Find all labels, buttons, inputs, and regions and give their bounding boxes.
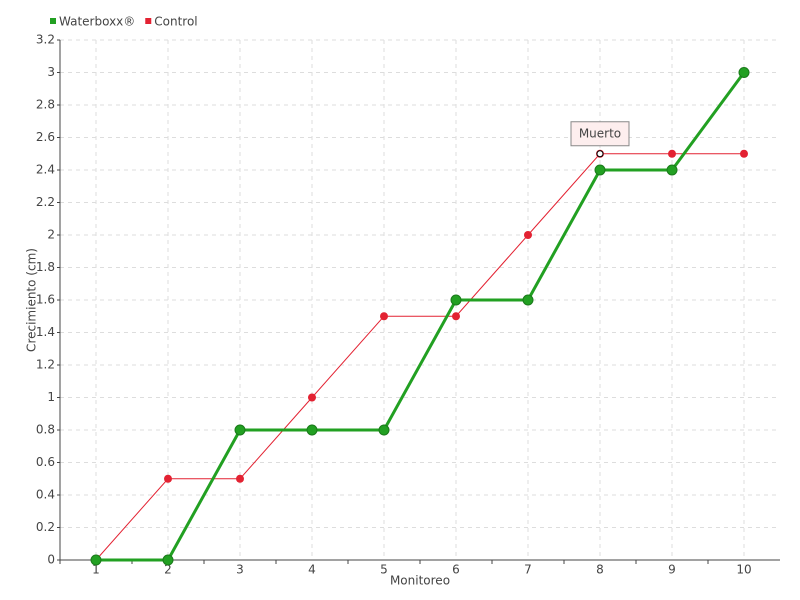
x-tick-label: 5	[380, 563, 388, 577]
x-tick-label: 8	[596, 563, 604, 577]
data-point	[380, 312, 388, 321]
data-point	[594, 164, 606, 176]
data-point	[738, 67, 750, 78]
y-tick-label: 0.2	[36, 520, 55, 534]
data-point	[90, 554, 102, 566]
annotation: Muerto	[579, 126, 621, 140]
y-tick-label: 2	[47, 228, 55, 242]
series-line	[96, 71, 746, 562]
legend-label: Control	[154, 15, 197, 29]
y-tick-label: 2.6	[36, 130, 55, 144]
data-point	[236, 474, 244, 483]
y-tick-label: 1	[47, 390, 55, 404]
annotation-point	[596, 150, 604, 158]
y-tick-label: 0.8	[36, 423, 55, 437]
y-tick-label: 3	[47, 65, 55, 79]
data-point	[522, 294, 534, 306]
x-tick-label: 2	[164, 563, 172, 577]
data-point	[308, 393, 316, 402]
legend-swatch	[145, 18, 152, 24]
data-point	[668, 149, 676, 158]
x-tick-label: 6	[452, 563, 460, 577]
data-point	[164, 474, 172, 483]
x-tick-label: 10	[736, 563, 751, 577]
data-point	[450, 294, 462, 306]
data-point	[452, 312, 460, 321]
x-axis-label: Monitoreo	[390, 574, 450, 588]
data-point	[666, 164, 678, 176]
y-tick-label: 1.2	[36, 358, 55, 372]
y-tick-label: 3.2	[36, 33, 55, 47]
legend-swatch	[50, 18, 56, 24]
y-tick-label: 0	[47, 553, 55, 567]
data-point	[234, 424, 246, 436]
x-tick-label: 4	[308, 563, 316, 577]
data-point	[306, 424, 318, 436]
y-tick-label: 2.4	[36, 163, 55, 177]
data-point	[524, 231, 532, 239]
data-point	[162, 554, 174, 566]
y-tick-label: 0.6	[36, 455, 55, 469]
series-line	[95, 153, 744, 561]
data-point	[740, 149, 748, 158]
x-tick-label: 7	[524, 563, 532, 577]
y-tick-label: 2.2	[36, 195, 55, 209]
annotation-box	[570, 121, 630, 147]
y-tick-label: 1.6	[36, 293, 55, 307]
data-point	[378, 424, 390, 436]
legend-label: Waterboxx®	[59, 15, 135, 29]
x-tick-label: 1	[92, 563, 100, 577]
x-tick-label: 3	[236, 563, 244, 577]
y-tick-label: 2.8	[36, 98, 55, 112]
y-tick-label: 1.8	[36, 260, 55, 274]
y-tick-label: 1.4	[36, 325, 55, 339]
y-axis-label: Crecimiento (cm)	[25, 248, 39, 352]
y-tick-label: 0.4	[36, 488, 55, 502]
x-tick-label: 9	[668, 563, 676, 577]
